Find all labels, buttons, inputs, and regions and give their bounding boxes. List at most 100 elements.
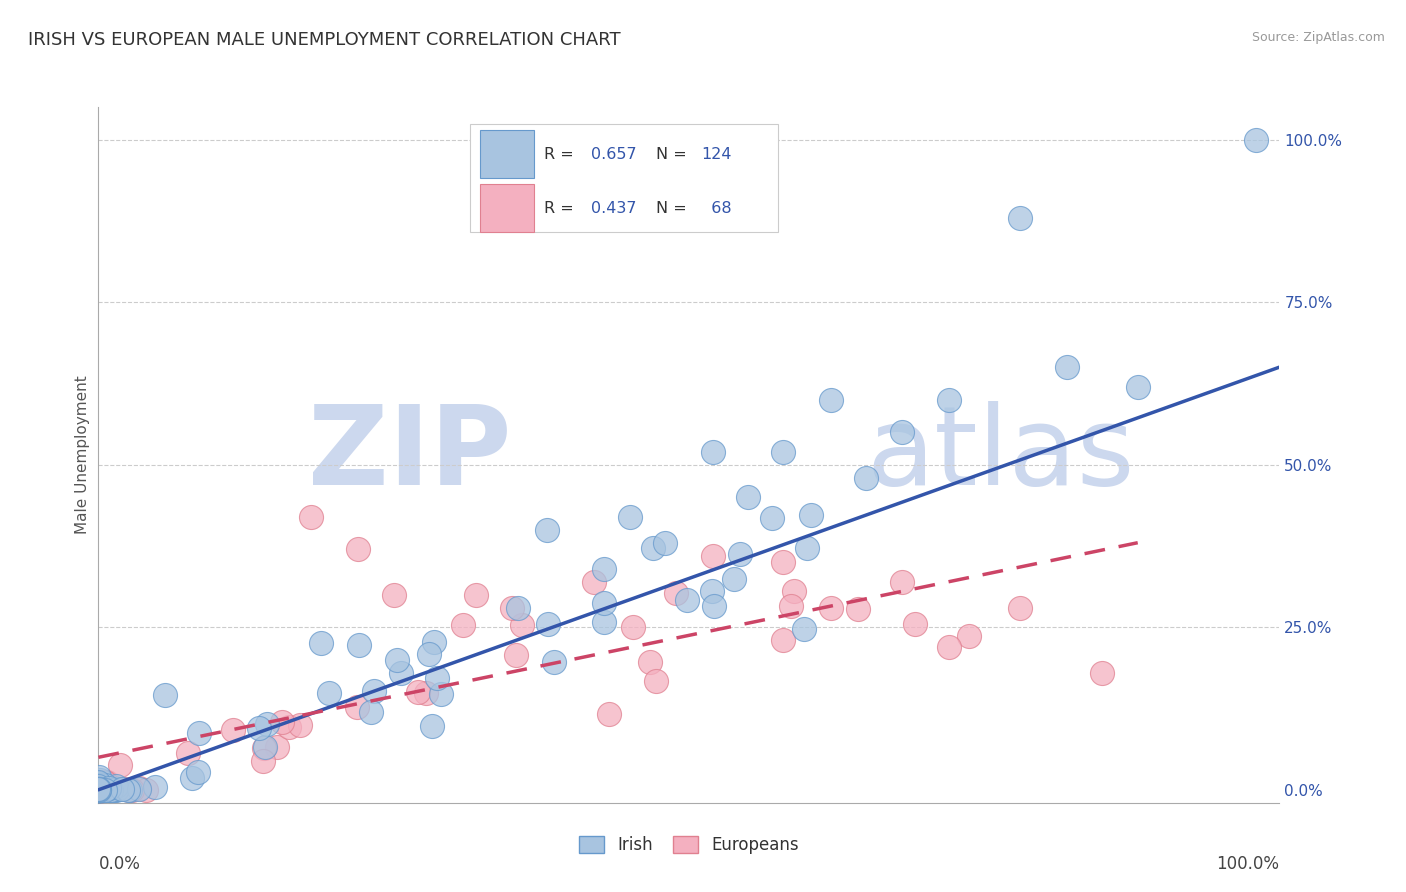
Point — [665, 586, 688, 600]
Point — [104, 782, 127, 797]
Point — [820, 600, 842, 615]
Y-axis label: Male Unemployment: Male Unemployment — [75, 376, 90, 534]
Point — [87, 781, 110, 796]
Point — [1008, 600, 1031, 615]
Text: N =: N = — [655, 146, 692, 161]
Point — [89, 781, 111, 796]
Text: 0.437: 0.437 — [591, 201, 637, 216]
Point — [89, 782, 111, 797]
Point — [848, 602, 870, 616]
Point — [426, 671, 449, 685]
Point — [107, 782, 129, 797]
Point — [89, 782, 111, 797]
Point — [800, 508, 823, 522]
Point — [793, 623, 815, 637]
Point — [890, 425, 912, 439]
Point — [363, 683, 385, 698]
Point — [101, 782, 124, 797]
Point — [583, 574, 606, 589]
Point — [89, 782, 111, 797]
Point — [177, 746, 200, 760]
Point — [423, 634, 446, 648]
Text: N =: N = — [655, 201, 692, 216]
Point — [536, 523, 558, 537]
Text: 0.657: 0.657 — [591, 146, 637, 161]
Point — [87, 782, 110, 797]
Point — [90, 782, 112, 797]
Point — [89, 782, 111, 797]
Point — [87, 782, 110, 797]
Point — [91, 781, 114, 796]
Point — [103, 782, 125, 797]
Point — [89, 777, 111, 791]
Point — [114, 782, 136, 797]
Point — [360, 705, 382, 719]
Point — [783, 583, 806, 598]
Point — [89, 782, 111, 797]
Point — [501, 600, 523, 615]
Point — [512, 618, 534, 632]
Point — [98, 782, 121, 797]
Point — [94, 782, 117, 797]
Point — [271, 714, 294, 729]
Point — [703, 599, 725, 613]
Point — [91, 782, 114, 797]
FancyBboxPatch shape — [471, 124, 778, 232]
Point — [430, 687, 453, 701]
Point — [87, 781, 110, 796]
Point — [91, 781, 114, 796]
Point — [772, 633, 794, 648]
Point — [91, 782, 114, 797]
Point — [820, 392, 842, 407]
Point — [593, 615, 616, 629]
Point — [253, 739, 276, 754]
Point — [90, 782, 112, 797]
Point — [87, 782, 110, 797]
Point — [87, 780, 110, 795]
Point — [505, 648, 527, 663]
Text: 124: 124 — [700, 146, 731, 161]
Point — [89, 779, 111, 793]
Point — [87, 778, 110, 792]
Point — [90, 779, 112, 793]
Text: Source: ZipAtlas.com: Source: ZipAtlas.com — [1251, 31, 1385, 45]
Point — [890, 574, 912, 589]
Text: 68: 68 — [700, 201, 731, 216]
Point — [87, 782, 110, 797]
Point — [87, 782, 110, 797]
Point — [796, 541, 818, 555]
Point — [89, 779, 111, 793]
Point — [96, 782, 118, 797]
Point — [318, 686, 340, 700]
Point — [100, 782, 122, 797]
Point — [1056, 360, 1078, 375]
Text: R =: R = — [544, 146, 578, 161]
Point — [87, 782, 110, 797]
Point — [465, 588, 488, 602]
Point — [222, 723, 245, 738]
Point — [90, 782, 112, 797]
Text: IRISH VS EUROPEAN MALE UNEMPLOYMENT CORRELATION CHART: IRISH VS EUROPEAN MALE UNEMPLOYMENT CORR… — [28, 31, 620, 49]
Point — [593, 595, 616, 609]
Point — [89, 782, 111, 797]
Point — [957, 629, 980, 643]
Point — [543, 655, 565, 669]
FancyBboxPatch shape — [479, 185, 534, 232]
Point — [621, 619, 644, 633]
Point — [89, 782, 111, 797]
Point — [96, 776, 118, 790]
Point — [87, 782, 110, 797]
Point — [89, 782, 111, 797]
Point — [87, 782, 110, 797]
Point — [451, 618, 474, 632]
Text: ZIP: ZIP — [308, 401, 512, 508]
Point — [256, 716, 278, 731]
Point — [406, 685, 429, 699]
Point — [299, 509, 322, 524]
Point — [89, 777, 111, 791]
Point — [180, 771, 202, 785]
Point — [938, 640, 960, 654]
Point — [641, 541, 664, 555]
Point — [98, 782, 121, 797]
Point — [121, 782, 143, 797]
